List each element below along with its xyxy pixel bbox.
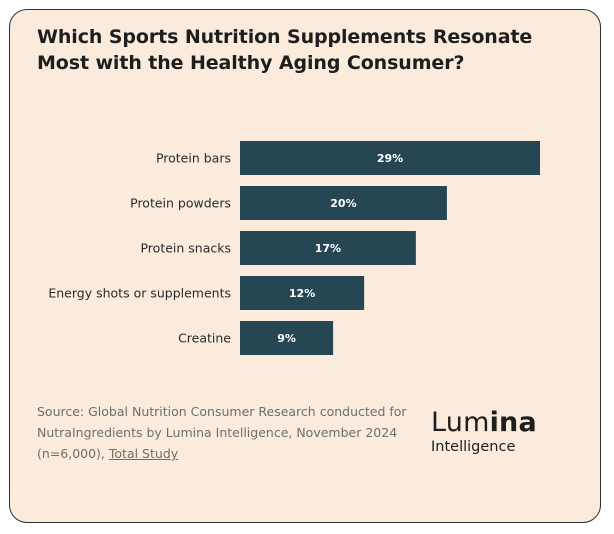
category-label-1: Protein powders: [130, 196, 231, 211]
value-label-1: 20%: [330, 197, 356, 210]
bar-1: [240, 186, 447, 220]
total-study-link[interactable]: Total Study: [108, 446, 179, 461]
bar-2: [240, 231, 416, 265]
value-label-2: 17%: [315, 242, 341, 255]
source-text: Source: Global Nutrition Consumer Resear…: [37, 404, 407, 461]
category-label-4: Creatine: [178, 331, 231, 346]
chart-card: [9, 9, 601, 523]
lumina-logo: Lumina Intelligence: [431, 408, 537, 456]
category-label-2: Protein snacks: [140, 241, 231, 256]
bar-4: [240, 321, 334, 355]
bar-3: [240, 276, 365, 310]
value-label-3: 12%: [289, 287, 315, 300]
category-label-0: Protein bars: [156, 151, 231, 166]
logo-wordmark-light: Lum: [431, 407, 490, 438]
logo-wordmark: Lumina: [431, 408, 537, 438]
logo-wordmark-bold: ina: [489, 407, 537, 438]
bar-0: [240, 141, 540, 175]
value-label-0: 29%: [377, 152, 403, 165]
logo-subtitle: Intelligence: [431, 439, 516, 455]
value-label-4: 9%: [277, 332, 296, 345]
chart-title: Which Sports Nutrition Supplements Reson…: [37, 26, 533, 74]
source-note: Source: Global Nutrition Consumer Resear…: [37, 401, 412, 464]
category-label-3: Energy shots or supplements: [48, 286, 231, 301]
